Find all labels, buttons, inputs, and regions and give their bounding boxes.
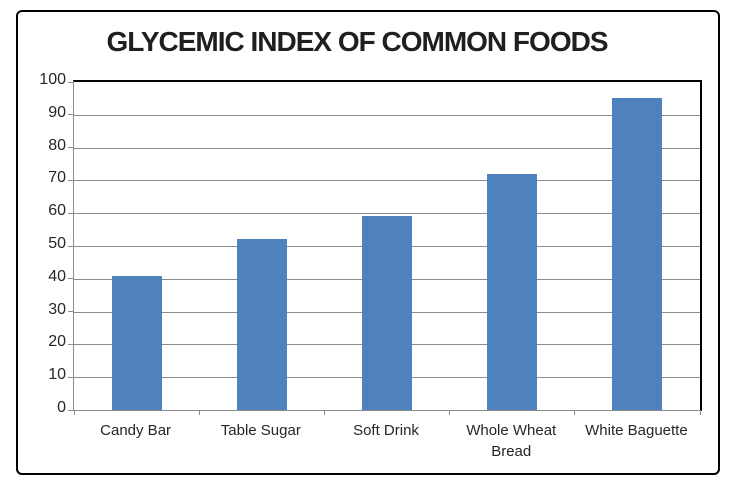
bar-cell-whole-wheat-bread [450, 82, 575, 410]
y-tick-100 [68, 81, 73, 83]
bar-cell-candy-bar [74, 82, 199, 410]
chart-frame: GLYCEMIC INDEX OF COMMON FOODS 0 10 20 30 40… [16, 10, 720, 475]
gridline-70 [74, 180, 700, 182]
x-tick-0 [73, 410, 75, 415]
x-axis-label-soft-drink: Soft Drink [353, 422, 419, 439]
x-tick-5 [699, 410, 701, 415]
x-axis-label-candy-bar: Candy Bar [100, 422, 172, 439]
bar-cell-table-sugar [199, 82, 324, 410]
x-ticks-container [73, 82, 701, 415]
x-tick-4 [574, 410, 576, 415]
y-axis-label-20: 20 [48, 333, 66, 351]
y-tick-40 [68, 278, 73, 280]
chart-title: GLYCEMIC INDEX OF COMMON FOODS [106, 26, 609, 57]
y-axis-label-30: 30 [48, 300, 66, 318]
x-axis-label-whole-wheat-bread: Whole Wheat Bread [466, 422, 557, 460]
bar-cell-white-baguette [575, 82, 700, 410]
bar-table-sugar [236, 239, 287, 410]
y-axis-label-0: 0 [57, 399, 66, 416]
y-tick-30 [68, 311, 73, 313]
y-tick-50 [68, 245, 73, 247]
y-axis-label-60: 60 [48, 202, 66, 220]
y-tick-10 [68, 376, 73, 378]
y-tick-0 [68, 409, 73, 411]
y-tick-80 [68, 147, 73, 149]
y-axis-label-70: 70 [48, 169, 66, 187]
y-tick-20 [68, 343, 73, 345]
y-axis-label-50: 50 [48, 235, 66, 252]
bar-white-baguette [612, 98, 663, 410]
bar-cell-soft-drink [324, 82, 449, 410]
y-axis-label-100: 100 [39, 71, 66, 88]
y-tick-70 [68, 179, 73, 181]
x-tick-2 [323, 410, 325, 415]
x-axis-label-white-baguette: White Baguette [585, 422, 688, 439]
x-tick-3 [449, 410, 451, 415]
bar-candy-bar [111, 275, 162, 410]
bar-whole-wheat-bread [487, 173, 538, 410]
y-tick-90 [68, 114, 73, 116]
y-axis-label-80: 80 [48, 136, 66, 154]
x-axis-label-table-sugar: Table Sugar [220, 422, 301, 439]
x-tick-1 [198, 410, 200, 415]
bar-soft-drink [362, 216, 412, 410]
x-axis-labels: Candy Bar Table Sugar Soft Drink Whole Whea… [73, 420, 699, 462]
bars-container [74, 82, 700, 410]
gridline-80 [74, 147, 700, 149]
y-axis-labels: 0 10 20 30 40 50 60 70 80 90 100 [24, 71, 66, 416]
gridline-90 [74, 114, 700, 116]
gridline-60 [74, 213, 700, 215]
y-axis-label-40: 40 [48, 267, 66, 285]
y-axis-label-10: 10 [48, 366, 66, 384]
y-axis-label-90: 90 [48, 103, 66, 121]
plot-area [68, 80, 702, 415]
y-tick-60 [68, 212, 73, 214]
